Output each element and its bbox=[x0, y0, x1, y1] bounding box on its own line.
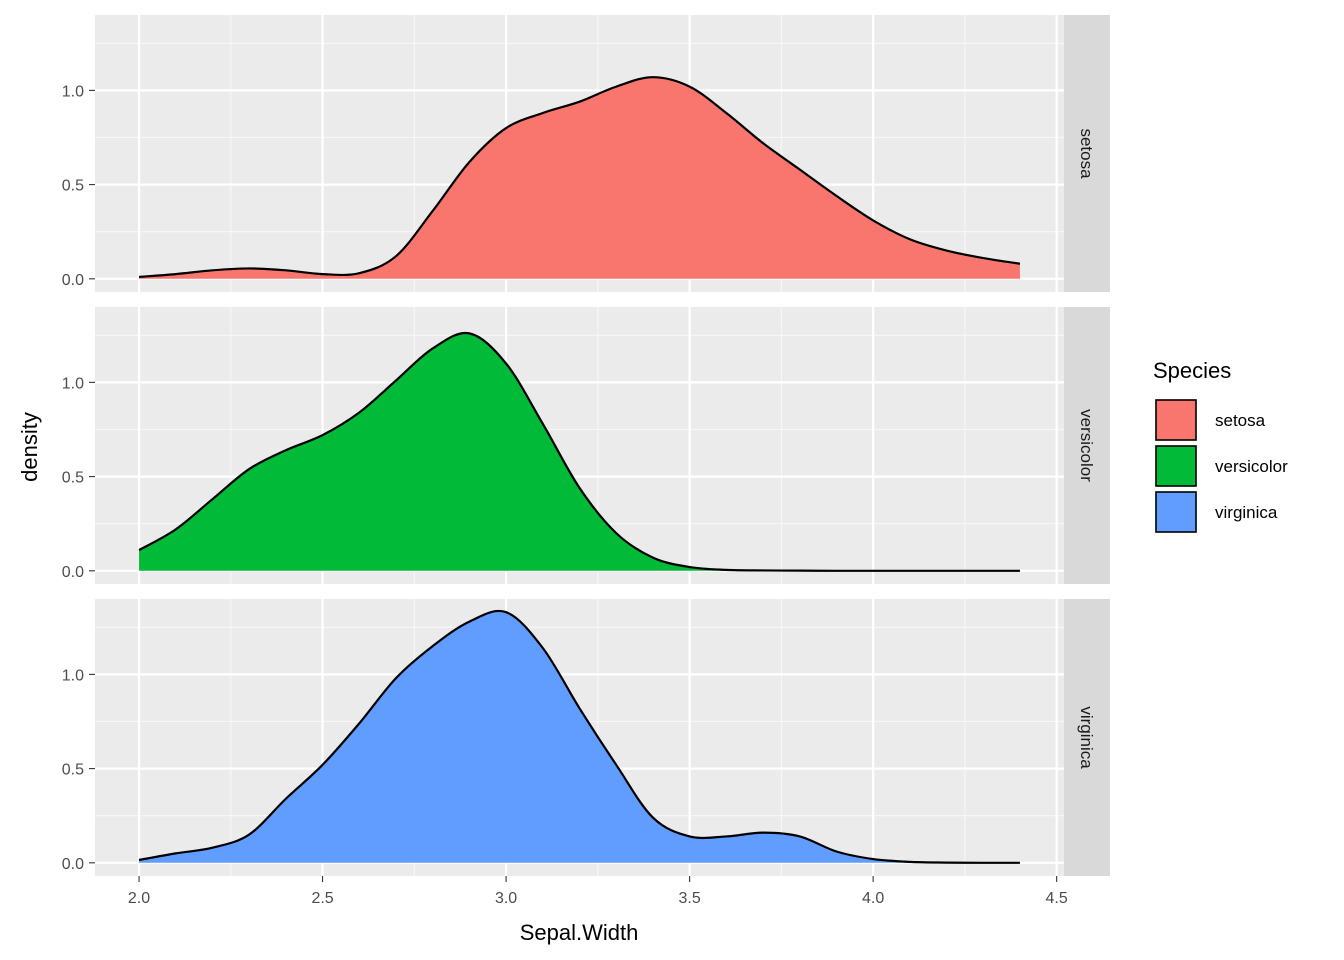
facet-strip bbox=[1064, 599, 1110, 876]
density-area-versicolor bbox=[139, 332, 1020, 571]
legend-label-versicolor: versicolor bbox=[1215, 457, 1288, 476]
y-tick-label: 0.0 bbox=[62, 272, 84, 289]
legend-swatch-virginica bbox=[1155, 491, 1197, 533]
facet-strip-label-virginica: virginica bbox=[1077, 706, 1096, 769]
x-axis-title: Sepal.Width bbox=[520, 920, 639, 945]
x-tick-label: 4.0 bbox=[862, 890, 884, 907]
density-area-virginica bbox=[139, 610, 1020, 863]
y-tick-label: 1.0 bbox=[62, 375, 84, 392]
panel-versicolor: 0.0 0.5 1.0 versicolor bbox=[62, 307, 1110, 584]
facet-strip bbox=[1064, 15, 1110, 292]
x-tick-label: 3.5 bbox=[678, 890, 700, 907]
panel-virginica: 0.0 0.5 1.0 virginica bbox=[62, 599, 1110, 876]
x-tick-label: 4.5 bbox=[1046, 890, 1068, 907]
legend: Species setosa versicolor virginica bbox=[1153, 358, 1288, 533]
y-tick-label: 1.0 bbox=[62, 83, 84, 100]
x-tick-label: 2.0 bbox=[128, 890, 150, 907]
y-tick-label: 1.0 bbox=[62, 667, 84, 684]
density-outline-versicolor bbox=[138, 331, 1020, 572]
facet-strip bbox=[1064, 307, 1110, 584]
facet-panels: 0.0 0.5 1.0 setosa 0.0 0.5 1.0 versicolor 0.0 0.5… bbox=[62, 15, 1110, 876]
y-axis-title: density bbox=[17, 412, 42, 482]
y-tick-label: 0.5 bbox=[62, 762, 84, 779]
y-tick-label: 0.0 bbox=[62, 856, 84, 873]
legend-label-virginica: virginica bbox=[1215, 503, 1278, 522]
legend-title: Species bbox=[1153, 358, 1231, 383]
x-tick-label: 2.5 bbox=[311, 890, 333, 907]
facet-strip-label-setosa: setosa bbox=[1077, 128, 1096, 179]
density-outline-virginica bbox=[138, 609, 1020, 864]
legend-swatch-versicolor bbox=[1155, 445, 1197, 487]
panel-setosa: 0.0 0.5 1.0 setosa bbox=[62, 15, 1110, 292]
density-area-setosa bbox=[139, 77, 1020, 279]
legend-swatch-setosa bbox=[1155, 399, 1197, 441]
legend-label-setosa: setosa bbox=[1215, 411, 1266, 430]
density-outline-setosa bbox=[138, 76, 1021, 279]
y-tick-label: 0.0 bbox=[62, 564, 84, 581]
facet-strip-label-versicolor: versicolor bbox=[1077, 409, 1096, 482]
x-axis: 2.0 2.5 3.0 3.5 4.0 4.5 bbox=[128, 876, 1068, 907]
x-tick-label: 3.0 bbox=[495, 890, 517, 907]
y-tick-label: 0.5 bbox=[62, 470, 84, 487]
y-tick-label: 0.5 bbox=[62, 178, 84, 195]
